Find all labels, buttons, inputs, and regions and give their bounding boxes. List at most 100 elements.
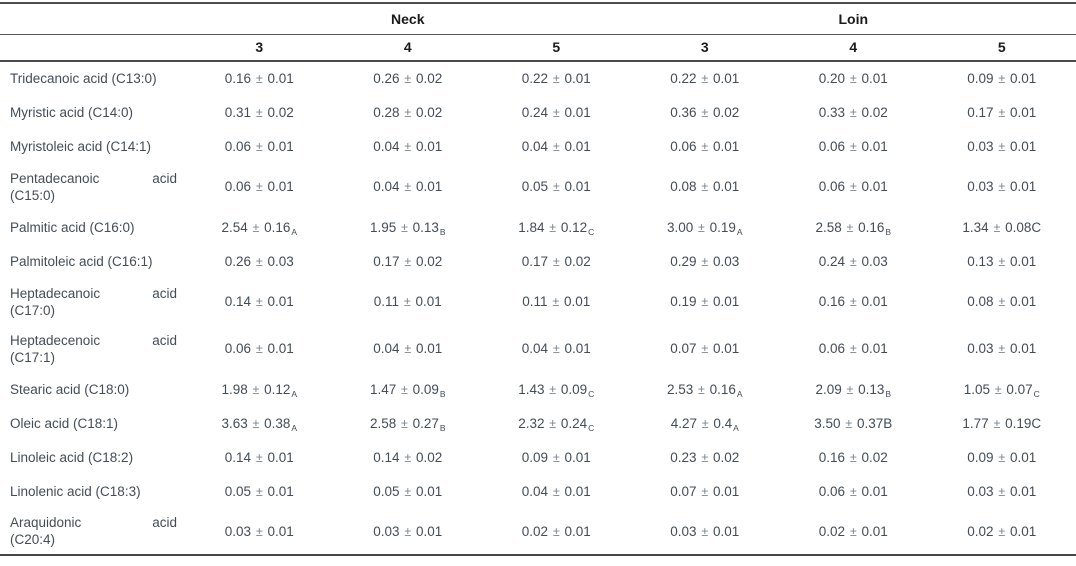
significance-subscript: A [733,422,739,433]
plus-minus-symbol: ± [701,180,709,194]
value-cell: 0.22 ± 0.01 [521,71,591,86]
value-cell: 0.04 ± 0.01 [373,138,443,154]
value-cell: 4.27 ± 0.4A [670,415,739,433]
subcol-header-neck-4: 4 [333,34,482,62]
value-cell: 1.77 ± 0.19C [962,415,1042,431]
value-cell: 0.06 ± 0.01 [818,483,888,499]
value-cell: 0.23 ± 0.02 [670,449,740,465]
value-cell: 0.31 ± 0.02 [224,104,294,120]
plus-minus-symbol: ± [552,450,560,465]
corner-cell [0,3,185,35]
table-row: Palmitoleic acid (C16:1) 0.26 ± 0.03 0.17 … [0,244,1076,278]
value-cell: 0.06 ± 0.01 [224,179,294,194]
value-cell: 0.11 ± 0.01 [522,294,591,309]
subcol-header-loin-5: 5 [927,34,1076,62]
value-cell: 0.04 ± 0.01 [373,179,443,194]
plus-minus-symbol: ± [994,382,1002,397]
significance-subscript: A [291,422,298,433]
significance-subscript: A [736,226,743,237]
value-cell: 1.98 ± 0.12A [221,381,298,399]
value-cell: 0.04 ± 0.01 [521,341,591,356]
plus-minus-symbol: ± [255,72,263,86]
value-cell: 0.03 ± 0.01 [670,523,740,539]
plus-minus-symbol: ± [549,220,557,235]
table-row: Heptadecenoic acid (C17:1) 0.06 ± 0.01 0.04… [0,325,1076,372]
plus-minus-symbol: ± [255,484,263,499]
plus-minus-symbol: ± [701,139,709,154]
value-cell: 2.54 ± 0.16A [221,219,298,237]
value-cell: 0.33 ± 0.02 [818,104,888,120]
value-cell: 2.53 ± 0.16A [666,381,743,399]
significance-subscript: C [1033,388,1040,399]
value-cell: 0.16 ± 0.01 [818,294,888,309]
plus-minus-symbol: ± [845,416,853,431]
plus-minus-symbol: ± [404,450,412,465]
plus-minus-symbol: ± [404,342,412,356]
table-row: Linolenic acid (C18:3) 0.05 ± 0.01 0.05 ± … [0,474,1076,508]
table-row: Tridecanoic acid (C13:0) 0.16 ± 0.01 0.26 … [0,61,1076,95]
plus-minus-symbol: ± [255,139,263,154]
table-header: Neck Loin 3 4 5 3 4 5 [0,3,1076,62]
fatty-acid-label: Tridecanoic acid (C13:0) [10,71,157,86]
plus-minus-symbol: ± [252,416,260,431]
fatty-acid-label: Heptadecanoic acid (C17:0) [10,285,177,318]
value-cell: 0.03 ± 0.01 [967,483,1037,499]
significance-subscript: B [439,422,446,433]
value-cell: 0.08 ± 0.01 [967,294,1037,309]
column-group-row: Neck Loin [0,3,1076,35]
value-cell: 0.16 ± 0.02 [818,449,888,465]
value-cell: 0.29 ± 0.03 [670,253,740,269]
plus-minus-symbol: ± [552,139,560,154]
value-cell: 3.63 ± 0.38A [221,415,298,433]
value-cell: 0.03 ± 0.01 [967,179,1037,194]
value-cell: 3.50 ± 0.37B [814,415,893,431]
plus-minus-symbol: ± [993,416,1001,431]
value-cell: 2.09 ± 0.13B [815,381,892,399]
plus-minus-symbol: ± [998,139,1006,154]
plus-minus-symbol: ± [849,524,857,539]
significance-subscript: B [885,226,892,237]
value-cell: 0.09 ± 0.01 [967,71,1037,86]
table-row: Linoleic acid (C18:2) 0.14 ± 0.01 0.14 ± 0… [0,440,1076,474]
value-cell: 0.02 ± 0.01 [818,523,888,539]
fatty-acid-label: Myristic acid (C14:0) [10,104,134,120]
value-cell: 0.05 ± 0.01 [373,483,443,499]
plus-minus-symbol: ± [549,416,557,431]
plus-minus-symbol: ± [998,484,1006,499]
plus-minus-symbol: ± [252,220,260,235]
plus-minus-symbol: ± [404,180,412,194]
plus-minus-symbol: ± [255,295,263,309]
fatty-acid-label: Heptadecenoic acid (C17:1) [10,332,177,365]
value-cell: 1.43 ± 0.09C [518,381,595,399]
plus-minus-symbol: ± [404,254,412,269]
plus-minus-symbol: ± [255,180,263,194]
plus-minus-symbol: ± [697,220,705,235]
column-group-neck: Neck [185,3,631,35]
value-cell: 0.17 ± 0.01 [967,104,1037,120]
plus-minus-symbol: ± [404,105,412,120]
plus-minus-symbol: ± [701,254,709,269]
fatty-acid-label: Araquidonic acid (C20:4) [10,515,177,547]
plus-minus-symbol: ± [404,484,412,499]
value-cell: 0.28 ± 0.02 [373,104,443,120]
value-cell: 1.84 ± 0.12C [518,219,595,237]
subcol-header-neck-3: 3 [185,34,334,62]
subcol-header-neck-5: 5 [482,34,631,62]
plus-minus-symbol: ± [998,105,1006,120]
value-cell: 0.08 ± 0.01 [670,179,740,194]
table-row: Myristic acid (C14:0) 0.31 ± 0.02 0.28 ± 0… [0,95,1076,129]
plus-minus-symbol: ± [552,484,560,499]
table-row: Heptadecanoic acid (C17:0) 0.14 ± 0.01 0.11… [0,278,1076,325]
significance-subscript: B [885,388,892,399]
significance-subscript: B [439,226,446,237]
significance-subscript: C [588,388,595,399]
plus-minus-symbol: ± [404,524,412,539]
significance-subscript: C [588,422,595,433]
plus-minus-symbol: ± [998,450,1006,465]
value-cell: 1.47 ± 0.09B [369,381,446,399]
significance-subscript: A [291,226,298,237]
value-cell: 0.26 ± 0.03 [224,253,294,269]
value-cell: 1.34 ± 0.08C [962,219,1042,235]
fatty-acid-label: Linolenic acid (C18:3) [10,483,141,499]
plus-minus-symbol: ± [849,450,857,465]
